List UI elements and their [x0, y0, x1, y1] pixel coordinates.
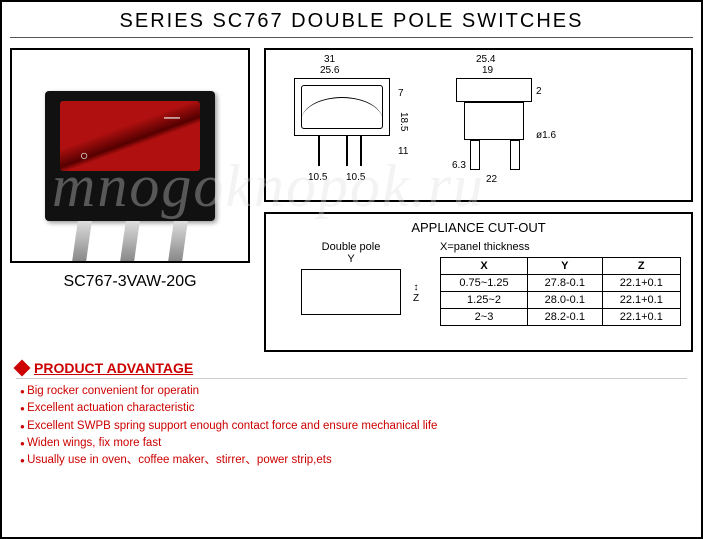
cutout-th-x: X — [441, 258, 528, 275]
dim-pin-len: 11 — [398, 146, 408, 157]
cutout-th-y: Y — [527, 258, 602, 275]
advantage-heading-text: PRODUCT ADVANTAGE — [34, 360, 193, 376]
side-view-top — [456, 78, 532, 102]
side-body — [464, 102, 524, 140]
list-item: Excellent SWPB spring support enough con… — [20, 418, 687, 435]
dim-side-width: 25.4 — [476, 54, 495, 65]
cutout-y-label: Y — [276, 253, 426, 265]
main-row: SC767-3VAW-20G 31 25.6 7 18.5 11 10.5 10… — [2, 38, 701, 352]
pins-graphic — [75, 221, 185, 261]
front-view — [294, 78, 390, 136]
table-row: 1.25~2 28.0-0.1 22.1+0.1 — [441, 292, 681, 309]
dim-front-inner: 25.6 — [320, 65, 339, 76]
dim-pin-l: 10.5 — [308, 172, 327, 183]
page-title: SERIES SC767 DOUBLE POLE SWITCHES — [10, 2, 693, 38]
cutout-th-z: Z — [602, 258, 680, 275]
dim-pin-r: 10.5 — [346, 172, 365, 183]
cutout-xnote: X=panel thickness — [440, 241, 681, 253]
table-row: 0.75~1.25 27.8-0.1 22.1+0.1 — [441, 275, 681, 292]
table-row: 2~3 28.2-0.1 22.1+0.1 — [441, 309, 681, 326]
cutout-rect: ↕Z — [301, 269, 401, 315]
dim-pin-offset: 6.3 — [452, 160, 466, 171]
advantage-heading: PRODUCT ADVANTAGE — [16, 360, 687, 379]
switch-body-graphic — [45, 91, 215, 221]
product-photo — [10, 48, 250, 263]
list-item: Excellent actuation characteristic — [20, 400, 687, 417]
technical-drawing: 31 25.6 7 18.5 11 10.5 10.5 25.4 19 2 ø1… — [264, 48, 693, 202]
cutout-box: APPLIANCE CUT-OUT Double pole Y ↕Z X=pan… — [264, 212, 693, 352]
advantage-list: Big rocker convenient for operatin Excel… — [16, 383, 687, 469]
cutout-diagram: Double pole Y ↕Z — [276, 241, 426, 319]
cutout-table: X Y Z 0.75~1.25 27.8-0.1 22.1+0.1 1.2 — [440, 257, 681, 326]
part-number: SC767-3VAW-20G — [10, 273, 250, 291]
list-item: Usually use in oven、coffee maker、stirrer… — [20, 452, 687, 469]
rocker-graphic — [60, 101, 200, 171]
advantage-section: PRODUCT ADVANTAGE Big rocker convenient … — [16, 360, 687, 469]
cutout-z-label: ↕Z — [406, 270, 426, 316]
dim-hole: ø1.6 — [536, 130, 556, 141]
dim-body-h: 18.5 — [398, 112, 409, 131]
dim-pin-spacing: 22 — [486, 174, 497, 185]
diamond-icon — [14, 360, 31, 377]
dim-lip: 2 — [536, 86, 542, 97]
right-column: 31 25.6 7 18.5 11 10.5 10.5 25.4 19 2 ø1… — [264, 48, 693, 352]
list-item: Widen wings, fix more fast — [20, 435, 687, 452]
list-item: Big rocker convenient for operatin — [20, 383, 687, 400]
cutout-table-area: X=panel thickness X Y Z 0.75~1.25 27.8-0… — [440, 241, 681, 326]
dim-side-inner: 19 — [482, 65, 493, 76]
cutout-dp-label: Double pole — [276, 241, 426, 253]
left-column: SC767-3VAW-20G — [10, 48, 250, 352]
dim-rocker-h: 7 — [398, 88, 404, 99]
dim-front-width: 31 — [324, 54, 335, 65]
cutout-heading: APPLIANCE CUT-OUT — [276, 220, 681, 235]
